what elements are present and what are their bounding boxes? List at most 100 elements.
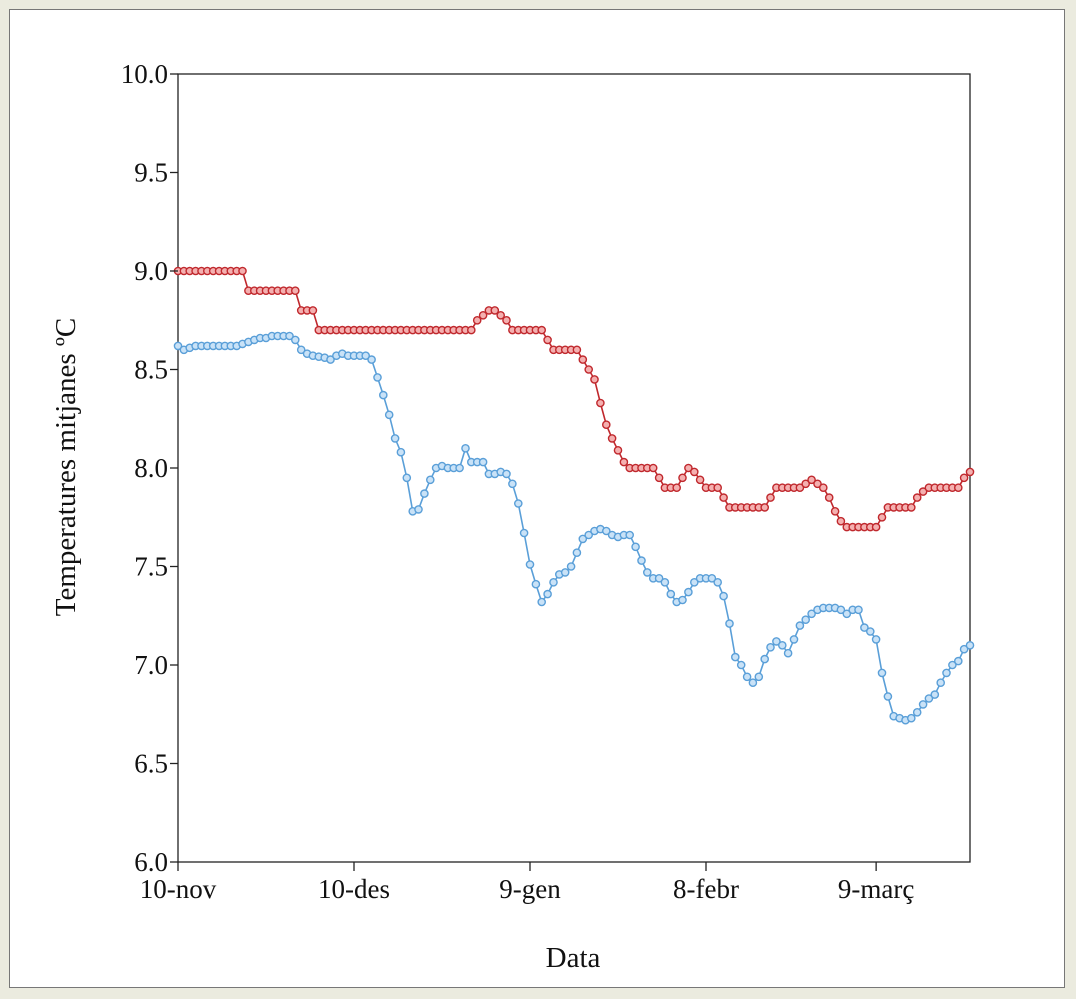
x-tick-label: 9-gen — [499, 874, 561, 904]
series-1-point — [760, 503, 770, 512]
series-1-point — [918, 487, 928, 496]
y-tick-label: 8.5 — [134, 355, 168, 385]
series-1-point — [795, 483, 805, 493]
series-2-point — [578, 534, 588, 544]
series-1-point — [502, 315, 511, 325]
series-2-point — [519, 528, 529, 538]
series-2-point — [772, 637, 781, 646]
series-1-point — [490, 306, 500, 315]
series-1-point — [238, 266, 247, 276]
series-1-point — [830, 506, 840, 516]
series-2-point — [930, 690, 940, 699]
series-2-point — [725, 619, 734, 628]
series-1-point — [766, 493, 775, 502]
series-2-point — [402, 473, 412, 483]
series-2-point — [736, 660, 746, 670]
series-2-point — [525, 560, 535, 569]
series-2-point — [948, 660, 957, 670]
series-2-point — [836, 605, 846, 615]
series-2-point — [766, 643, 775, 652]
series-2-point — [631, 542, 640, 552]
series-2-point — [384, 410, 394, 420]
series-2-point — [678, 595, 687, 605]
series-2-point — [361, 351, 371, 361]
series-2-point — [296, 345, 306, 355]
series-2-point — [378, 390, 388, 400]
series-2-point — [731, 652, 740, 662]
series-2-point — [942, 668, 951, 678]
series-1-point — [308, 306, 318, 315]
series-2-point — [373, 373, 382, 382]
series-1-point — [877, 512, 887, 522]
y-tick-label: 9.0 — [134, 256, 168, 286]
series-2-point — [602, 526, 611, 536]
series-1-point — [871, 522, 881, 532]
series-2-point — [801, 615, 811, 625]
y-tick-label: 8.0 — [134, 453, 168, 483]
series-1-point — [472, 315, 482, 325]
series-2-point — [807, 609, 816, 619]
series-2-point — [748, 678, 758, 688]
series-1-point — [654, 473, 664, 483]
series-2-point — [789, 635, 799, 644]
series-2-point — [690, 578, 699, 587]
series-1-point — [607, 434, 617, 443]
series-2-point — [531, 579, 541, 589]
series-2-point — [936, 678, 946, 688]
series-2-point — [883, 692, 893, 701]
y-tick-label: 6.0 — [134, 847, 168, 877]
series-1-line — [178, 270, 971, 528]
series-2-point — [795, 621, 805, 630]
series-2-point — [572, 548, 582, 558]
series-2-point — [959, 644, 969, 654]
series-2-point — [842, 609, 852, 619]
series-1-point — [807, 475, 816, 485]
series-2-point — [866, 627, 875, 636]
series-2-point — [425, 475, 435, 485]
series-2-point — [173, 341, 183, 351]
series-2-point — [860, 623, 869, 632]
series-2-point — [625, 530, 635, 540]
series-1-point — [819, 483, 828, 493]
series-2-point — [760, 654, 770, 664]
x-tick-label: 10-nov — [140, 874, 217, 904]
series-1-point — [619, 457, 629, 467]
series-1-point — [907, 503, 916, 512]
series-2-point — [455, 463, 464, 473]
series-2-point — [290, 335, 300, 345]
series-2-point — [502, 469, 511, 479]
series-1-point — [801, 479, 811, 489]
series-2-point — [414, 505, 423, 514]
line-chart: 6.0 6.5 7.0 7.5 8.0 8.5 9.0 9.5 10.0 10-nov 10-des… — [50, 59, 975, 974]
series-1-point — [537, 325, 547, 335]
series-2-point — [877, 668, 887, 678]
series-2-point — [719, 591, 728, 601]
y-axis-title: Temperatures mitjanes ºC — [50, 318, 82, 616]
series-1-point — [578, 355, 588, 364]
series-1-point — [954, 483, 963, 493]
series-2-point — [560, 568, 570, 577]
series-1-point — [684, 463, 693, 473]
series-1-point — [648, 463, 658, 473]
series-2-point — [390, 434, 400, 443]
plot-frame — [177, 73, 971, 863]
series-1-point — [613, 445, 623, 455]
series-2-point — [285, 331, 294, 341]
series-1-point — [912, 493, 922, 502]
series-2-point — [707, 574, 717, 583]
series-1-point — [596, 398, 605, 408]
series-2-point — [713, 578, 723, 587]
y-tick-label: 7.5 — [134, 552, 168, 582]
series-2-point — [478, 457, 488, 467]
series-2-point — [537, 597, 547, 607]
series-2-point — [508, 479, 517, 489]
series-1-point — [813, 479, 822, 489]
series-2-point — [543, 589, 552, 599]
series-2-point — [907, 713, 916, 723]
series-2-point — [666, 589, 676, 599]
series-2-point — [549, 578, 558, 587]
y-tick-label: 7.0 — [134, 650, 168, 680]
series-2-point — [754, 672, 764, 682]
y-tick-label: 9.5 — [134, 158, 168, 188]
series-1-point — [478, 310, 488, 320]
